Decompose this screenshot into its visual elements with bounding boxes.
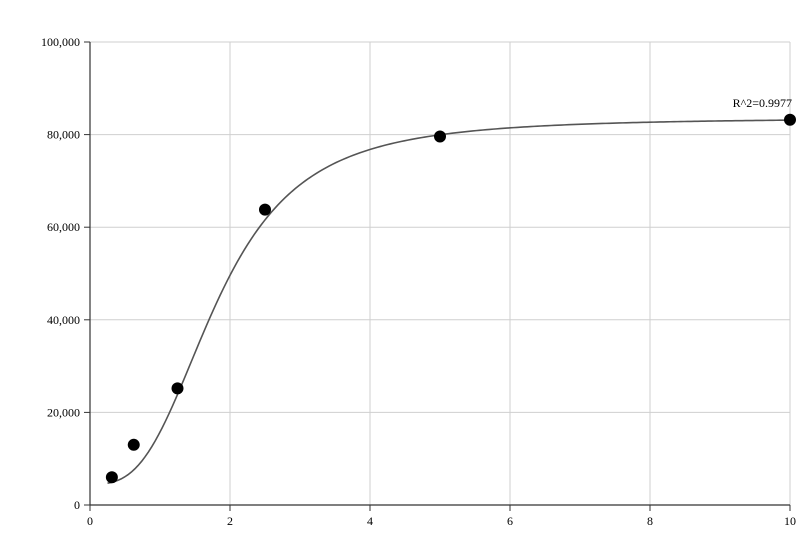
chart-container: Four parameter Logistic (4-PL) Curve Fit… bbox=[0, 0, 808, 560]
data-point bbox=[785, 114, 796, 125]
x-tick-label: 10 bbox=[784, 514, 796, 528]
data-point bbox=[172, 383, 183, 394]
r-squared-annotation: R^2=0.9977 bbox=[733, 96, 792, 110]
chart-svg: 0 2 4 6 8 10 0 20,000 40,000 60,000 80,000 100,000 R… bbox=[0, 0, 808, 560]
x-tick-label: 2 bbox=[227, 514, 233, 528]
x-tick-label: 8 bbox=[647, 514, 653, 528]
x-tick-label: 6 bbox=[507, 514, 513, 528]
data-point bbox=[435, 131, 446, 142]
y-tick-label: 0 bbox=[74, 498, 80, 512]
y-tick-label: 80,000 bbox=[47, 128, 80, 142]
y-tick-label: 20,000 bbox=[47, 405, 80, 419]
data-point bbox=[128, 439, 139, 450]
x-tick-label: 0 bbox=[87, 514, 93, 528]
data-point bbox=[260, 204, 271, 215]
y-tick-label: 60,000 bbox=[47, 220, 80, 234]
x-tick-label: 4 bbox=[367, 514, 373, 528]
y-tick-label: 100,000 bbox=[41, 35, 80, 49]
data-point bbox=[106, 472, 117, 483]
y-tick-label: 40,000 bbox=[47, 313, 80, 327]
